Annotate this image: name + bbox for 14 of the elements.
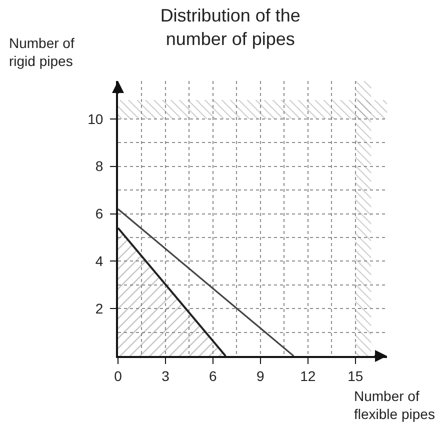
y-tick-label: 6	[95, 206, 104, 222]
x-axis-title: Number of flexible pipes	[354, 388, 435, 422]
y-tick-label: 2	[95, 300, 104, 316]
x-tick-label: 15	[348, 368, 364, 384]
chart-title: Distribution of the number of pipes	[160, 6, 300, 50]
x-tick-label: 6	[209, 368, 218, 384]
y-tick-label: 10	[88, 110, 104, 127]
x-tick-label: 9	[256, 368, 265, 384]
y-tick-label: 4	[95, 253, 104, 270]
y-axis-title: Number of rigid pipes	[9, 35, 74, 70]
x-tick-label: 0	[114, 368, 122, 384]
x-tick-label: 3	[162, 368, 170, 384]
y-tick-label: 8	[95, 158, 104, 174]
x-tick-label: 12	[300, 368, 316, 384]
